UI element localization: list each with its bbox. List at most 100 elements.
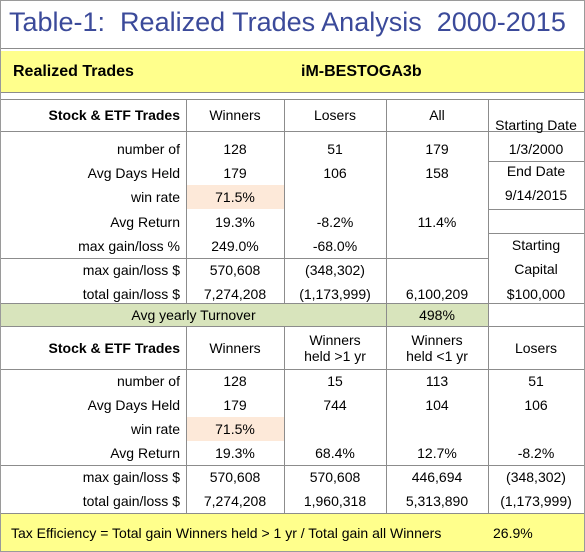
divider <box>284 99 285 303</box>
row-label: win rate <box>130 421 180 437</box>
column-header: Losers <box>313 107 357 123</box>
value-cell: 446,694 <box>411 469 463 485</box>
divider <box>186 99 187 303</box>
value-cell: -8.2% <box>316 213 354 230</box>
footer-text: Tax Efficiency = Total gain Winners held… <box>11 525 442 541</box>
row-label: max gain/loss $ <box>82 469 180 485</box>
divider <box>488 326 489 513</box>
turnover-row <box>1 303 488 326</box>
side-cell: 9/14/2015 <box>504 187 568 203</box>
value-cell: 570,608 <box>309 469 361 485</box>
value-cell: -8.2% <box>517 445 555 461</box>
value-cell: 249.0% <box>211 237 259 254</box>
value-cell: 68.4% <box>315 445 355 461</box>
value-cell: (348,302) <box>305 262 365 278</box>
side-cell: Starting <box>511 237 561 253</box>
divider <box>386 99 387 303</box>
value-cell: (1,173,999) <box>500 493 572 509</box>
divider <box>488 161 584 162</box>
row-label: max gain/loss $ <box>82 262 180 278</box>
column-header: Stock & ETF Trades <box>48 107 180 123</box>
column-header: Losers <box>514 340 558 356</box>
row-label: win rate <box>130 189 180 206</box>
turnover-label: Avg yearly Turnover <box>131 306 256 323</box>
row-label: Avg Return <box>110 213 180 230</box>
value-cell: 744 <box>323 397 347 413</box>
divider <box>1 99 584 100</box>
value-cell: 179 <box>223 165 247 182</box>
row-label: max gain/loss % <box>78 237 180 254</box>
row-label: number of <box>116 141 180 157</box>
value-cell: 12.7% <box>417 445 457 461</box>
value-cell: (348,302) <box>506 469 566 485</box>
value-cell: 158 <box>425 165 449 182</box>
value-cell: 51 <box>327 141 343 157</box>
side-cell: End Date <box>506 163 566 179</box>
value-cell: 113 <box>425 373 449 389</box>
turnover-value: 498% <box>419 306 455 323</box>
title-box: Table-1: Realized Trades Analysis 2000-2… <box>1 1 584 49</box>
column-header: Winners held <1 yr <box>406 332 468 364</box>
row-label: total gain/loss $ <box>82 493 180 509</box>
value-cell: 570,608 <box>209 262 261 278</box>
column-header: All <box>429 107 445 123</box>
side-cell: 1/3/2000 <box>508 141 564 157</box>
value-cell: 1,960,318 <box>303 493 367 509</box>
value-cell: 71.5% <box>215 189 255 206</box>
row-label: Avg Return <box>110 445 180 461</box>
side-cell: Starting Date <box>495 117 577 133</box>
divider <box>386 326 387 513</box>
banner-label: Realized Trades <box>13 63 134 80</box>
column-header: Winners held >1 yr <box>304 332 366 364</box>
side-cell: $100,000 <box>506 286 566 302</box>
row-label: Avg Days Held <box>87 165 180 182</box>
column-header: Winners <box>209 107 261 123</box>
divider <box>1 369 584 370</box>
value-cell: 7,274,208 <box>203 493 267 509</box>
model-name: iM-BESTOGA3b <box>301 63 422 80</box>
value-cell: 19.3% <box>215 213 255 230</box>
banner: Realized Trades iM-BESTOGA3b <box>1 51 584 93</box>
divider <box>1 131 584 132</box>
value-cell: -68.0% <box>312 237 358 254</box>
divider <box>488 99 489 303</box>
divider <box>386 303 387 326</box>
value-cell: 570,608 <box>209 469 261 485</box>
value-cell: 19.3% <box>215 445 255 461</box>
column-header: Stock & ETF Trades <box>48 340 180 356</box>
value-cell: 71.5% <box>215 421 255 437</box>
value-cell: 11.4% <box>417 213 457 230</box>
value-cell: 51 <box>528 373 544 389</box>
value-cell: 128 <box>223 373 247 389</box>
divider <box>1 465 584 466</box>
divider <box>1 303 584 304</box>
value-cell: 7,274,208 <box>203 286 267 303</box>
side-cell: Capital <box>514 261 558 277</box>
divider <box>284 326 285 513</box>
divider <box>186 326 187 513</box>
value-cell: 106 <box>323 165 347 182</box>
footer-value: 26.9% <box>493 525 533 541</box>
row-label: Avg Days Held <box>87 397 180 413</box>
row-label: total gain/loss $ <box>82 286 180 303</box>
value-cell: 15 <box>327 373 343 389</box>
column-header: Winners <box>209 340 261 356</box>
value-cell: 104 <box>425 397 449 413</box>
value-cell: 5,313,890 <box>405 493 469 509</box>
highlight <box>187 185 284 210</box>
value-cell: (1,173,999) <box>299 286 371 303</box>
value-cell: 179 <box>425 141 449 157</box>
divider <box>1 258 488 259</box>
value-cell: 179 <box>223 397 247 413</box>
divider <box>488 303 489 326</box>
divider <box>488 233 584 234</box>
divider <box>1 326 584 327</box>
value-cell: 128 <box>223 141 247 157</box>
footer-bar: Tax Efficiency = Total gain Winners held… <box>1 513 584 551</box>
row-label: number of <box>116 373 180 389</box>
value-cell: 106 <box>524 397 548 413</box>
value-cell: 6,100,209 <box>405 286 469 303</box>
divider <box>488 209 584 210</box>
title: Table-1: Realized Trades Analysis 2000-2… <box>9 7 566 37</box>
